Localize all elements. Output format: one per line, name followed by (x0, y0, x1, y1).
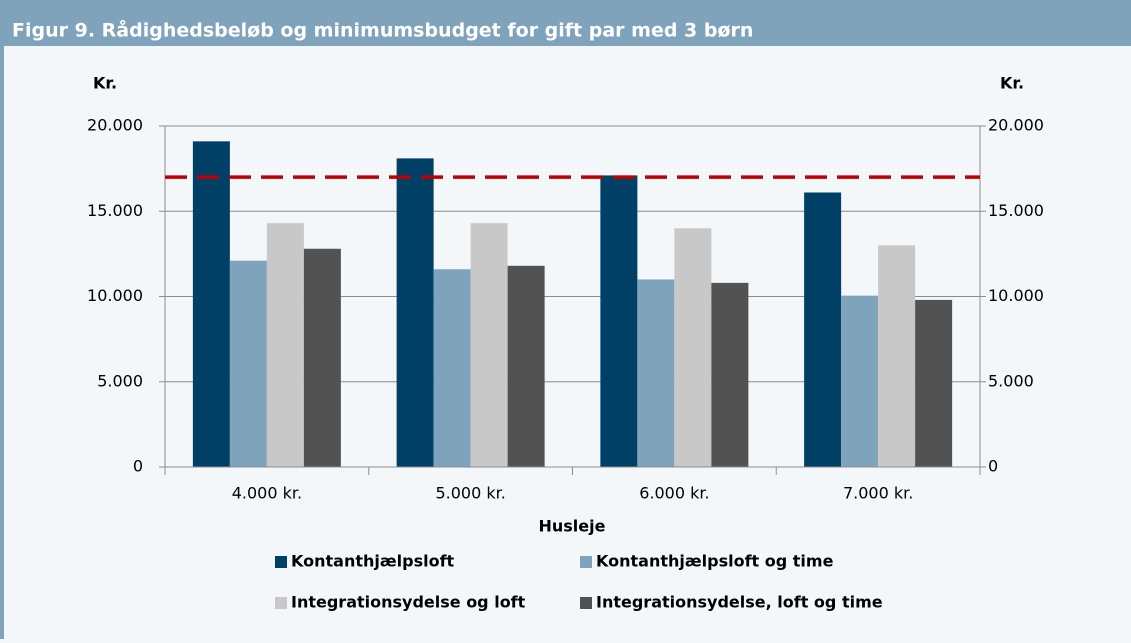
y-tick-label: 5.000 (97, 371, 143, 390)
legend-label: Kontanthjælpsloft (291, 552, 455, 571)
legend-swatch (580, 556, 592, 568)
y-tick-label: 20.000 (87, 116, 143, 135)
bar (600, 175, 638, 467)
legend-swatch (275, 597, 287, 609)
bar (674, 228, 712, 467)
bar (878, 245, 916, 467)
legend-label: Kontanthjælpsloft og time (596, 552, 834, 571)
bar (192, 141, 230, 467)
x-tick-label: 7.000 kr. (843, 484, 913, 503)
bar (470, 223, 508, 467)
legend-label: Integrationsydelse og loft (291, 593, 526, 612)
bar (229, 260, 267, 467)
bar (266, 223, 304, 467)
bar (507, 265, 545, 467)
x-tick-label: 5.000 kr. (435, 484, 505, 503)
y-tick-label: 0 (133, 457, 143, 476)
header-bar (0, 0, 1131, 46)
legend-swatch (275, 556, 287, 568)
x-tick-label: 4.000 kr. (232, 484, 302, 503)
bar (637, 279, 675, 467)
legend-label: Integrationsydelse, loft og time (596, 593, 883, 612)
x-tick-label: 6.000 kr. (639, 484, 709, 503)
y-tick-label: 10.000 (87, 286, 143, 305)
y2-tick-label: 0 (988, 457, 998, 476)
y2-tick-label: 5.000 (988, 371, 1034, 390)
chart-title: Figur 9. Rådighedsbeløb og minimumsbudge… (12, 18, 753, 42)
bar (433, 269, 471, 467)
bar (711, 282, 749, 467)
left-border (0, 46, 4, 639)
bar (841, 295, 879, 467)
y-axis-label: Kr. (93, 74, 117, 93)
bar (396, 158, 434, 467)
y2-tick-label: 10.000 (988, 286, 1044, 305)
bar (804, 192, 842, 467)
y2-tick-label: 20.000 (988, 116, 1044, 135)
y2-axis-label: Kr. (1000, 74, 1024, 93)
y2-tick-label: 15.000 (988, 201, 1044, 220)
x-axis-label: Husleje (539, 517, 606, 536)
bar (303, 248, 341, 467)
legend-swatch (580, 597, 592, 609)
bar (915, 299, 953, 467)
y-tick-label: 15.000 (87, 201, 143, 220)
